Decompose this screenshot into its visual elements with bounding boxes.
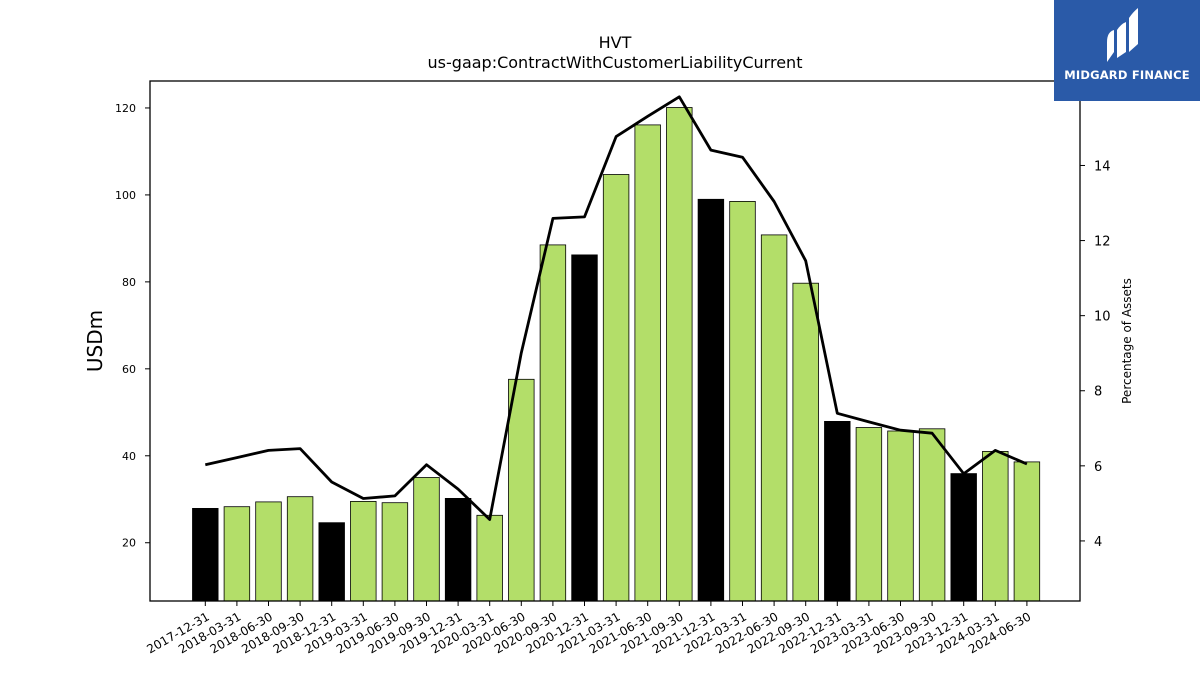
logo-mark-icon — [1107, 8, 1138, 62]
bar-2019-03-31 — [350, 500, 377, 602]
bar-2018-06-30 — [255, 501, 282, 602]
bar-2022-06-30 — [760, 234, 788, 602]
bar-2020-06-30 — [508, 378, 535, 602]
bar-2020-03-31 — [476, 514, 503, 602]
y-tick-label-60: 60 — [122, 363, 136, 376]
y-tick-label-20: 20 — [122, 537, 136, 550]
bar-2020-09-30 — [539, 244, 567, 602]
bars-group — [192, 107, 1041, 602]
y-tick-label-80: 80 — [122, 276, 136, 289]
bar-2019-06-30 — [381, 502, 409, 602]
y-tick-label-40: 40 — [122, 450, 136, 463]
plot-frame — [149, 80, 1081, 602]
bar-2023-03-31 — [855, 427, 883, 602]
x-axis: 2017-12-312018-03-312018-06-302018-09-30… — [144, 601, 1033, 656]
bar-2023-12-31 — [950, 473, 977, 602]
bar-2018-09-30 — [286, 496, 314, 602]
bar-2018-03-31 — [223, 506, 251, 602]
chart-subtitle: us-gaap:ContractWithCustomerLiabilityCur… — [428, 53, 803, 72]
y-axis-label: USDm — [83, 310, 107, 372]
bar-2021-12-31 — [697, 198, 725, 602]
brand-logo: MIDGARD FINANCE — [1054, 0, 1200, 101]
bar-2023-09-30 — [918, 428, 946, 602]
y-tick-label-100: 100 — [115, 189, 136, 202]
y2-tick-label-8: 8 — [1094, 385, 1102, 400]
bar-2021-03-31 — [602, 174, 630, 602]
bar-2024-06-30 — [1013, 461, 1041, 602]
bar-2023-06-30 — [887, 430, 914, 602]
bar-2019-12-31 — [444, 497, 472, 602]
y-tick-label-120: 120 — [115, 102, 136, 115]
y2-axis-label: Percentage of Assets — [1120, 278, 1134, 404]
bar-2021-06-30 — [634, 124, 661, 602]
bar-2019-09-30 — [413, 477, 440, 602]
y2-tick-label-6: 6 — [1094, 460, 1102, 475]
logo-text: MIDGARD FINANCE — [1064, 68, 1190, 82]
bar-2024-03-31 — [982, 450, 1009, 602]
y2-tick-label-4: 4 — [1094, 535, 1102, 550]
bar-2022-09-30 — [792, 282, 819, 602]
bar-2021-09-30 — [666, 107, 693, 602]
bar-2022-03-31 — [729, 200, 756, 602]
y-axis-left: 20 40 60 80 100 120 — [115, 102, 150, 550]
y2-tick-label-14: 14 — [1094, 159, 1111, 174]
bar-2017-12-31 — [192, 507, 219, 602]
line-group — [204, 95, 1028, 521]
y2-tick-label-12: 12 — [1094, 235, 1111, 250]
chart-title: HVT — [599, 33, 632, 52]
y-axis-right: 4 6 8 10 12 14 — [1080, 159, 1111, 550]
bar-2020-12-31 — [571, 254, 598, 602]
bar-2022-12-31 — [824, 420, 851, 602]
y2-tick-label-10: 10 — [1094, 310, 1111, 325]
bar-2018-12-31 — [318, 522, 345, 602]
